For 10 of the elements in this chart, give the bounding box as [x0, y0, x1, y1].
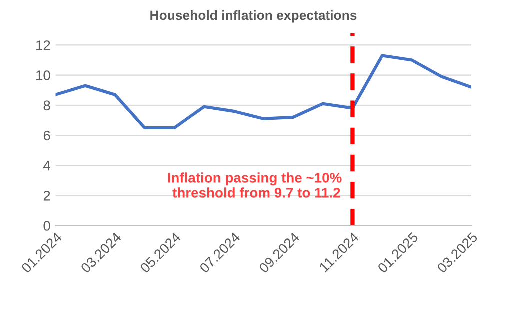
y-tick-label: 4 — [44, 161, 51, 171]
y-tick-label: 12 — [36, 40, 50, 50]
y-tick-label: 10 — [36, 70, 50, 80]
annotation: Inflation passing the ~10% threshold from 9.7 to 11.2 — [168, 172, 342, 198]
y-tick-label: 2 — [44, 191, 50, 201]
chart-title: Household inflation expectations — [150, 10, 357, 23]
y-tick-label: 0 — [44, 221, 50, 231]
line-series — [56, 54, 472, 130]
y-tick-label: 6 — [44, 130, 50, 141]
y-tick-label: 8 — [44, 100, 50, 111]
